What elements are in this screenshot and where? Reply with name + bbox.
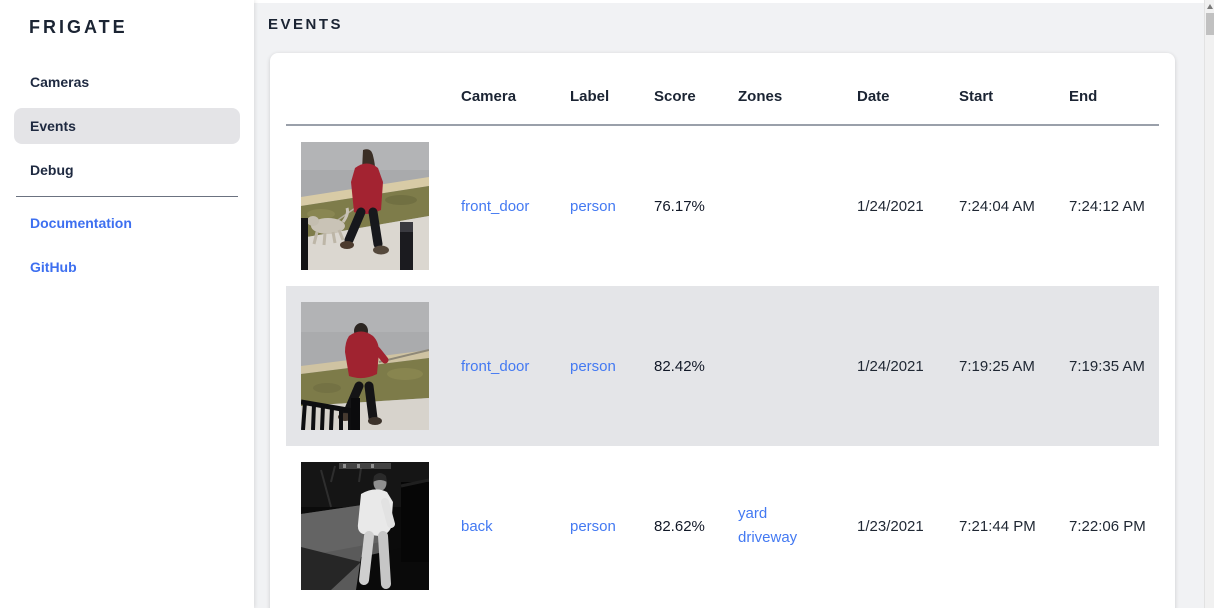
top-edge-strip <box>254 0 1204 3</box>
zones-cell: yard driveway <box>738 502 857 550</box>
sidebar-link-documentation[interactable]: Documentation <box>30 215 132 231</box>
column-header-camera: Camera <box>461 88 517 105</box>
table-row-selected[interactable]: front_door person 82.42% 1/24/2021 7:19:… <box>286 286 1159 446</box>
start-cell: 7:21:44 PM <box>959 517 1036 535</box>
start-cell: 7:19:25 AM <box>959 357 1035 375</box>
score-cell: 76.17% <box>654 197 705 215</box>
camera-cell: back <box>461 518 570 535</box>
column-header-end: End <box>1069 88 1098 105</box>
score-cell: 82.62% <box>654 517 705 535</box>
label-link[interactable]: person <box>570 517 616 535</box>
events-table-card: Camera Label Score Zones Date Start End <box>270 53 1175 608</box>
sidebar: FRIGATE Cameras Events Debug Documentati… <box>0 0 254 608</box>
end-cell: 7:19:35 AM <box>1069 357 1145 375</box>
camera-cell: front_door <box>461 358 570 375</box>
score-cell: 82.42% <box>654 357 705 375</box>
thumbnail-cell <box>286 142 461 270</box>
label-link[interactable]: person <box>570 357 616 375</box>
zone-link[interactable]: yard <box>738 505 768 522</box>
event-thumbnail-night-person-icon[interactable] <box>301 462 429 590</box>
zone-link[interactable]: driveway <box>738 529 798 546</box>
thumbnail-cell <box>286 302 461 430</box>
end-cell: 7:22:06 PM <box>1069 517 1146 535</box>
date-cell: 1/23/2021 <box>857 517 924 535</box>
event-thumbnail-person-leash-icon[interactable] <box>301 302 429 430</box>
camera-link[interactable]: back <box>461 517 493 535</box>
sidebar-item-debug[interactable]: Debug <box>30 162 74 178</box>
label-cell: person <box>570 198 654 215</box>
sidebar-nav: Cameras Events Debug <box>0 64 254 188</box>
column-header-start: Start <box>959 88 994 105</box>
table-row[interactable]: back person 82.62% yard driveway 1/23/20… <box>286 446 1159 606</box>
label-link[interactable]: person <box>570 197 616 215</box>
table-row[interactable]: front_door person 76.17% 1/24/2021 7:24:… <box>286 126 1159 286</box>
date-cell: 1/24/2021 <box>857 357 924 375</box>
sidebar-link-github[interactable]: GitHub <box>30 259 77 275</box>
label-cell: person <box>570 518 654 535</box>
start-cell: 7:24:04 AM <box>959 197 1035 215</box>
event-thumbnail-person-dog-icon[interactable] <box>301 142 429 270</box>
table-header-divider <box>286 124 1159 126</box>
column-header-score: Score <box>654 88 696 105</box>
sidebar-divider <box>16 196 238 197</box>
app-logo-title[interactable]: FRIGATE <box>29 17 128 37</box>
camera-link[interactable]: front_door <box>461 197 530 215</box>
page-title: EVENTS <box>268 16 344 33</box>
main-content: EVENTS Camera Label Score Zones Date Sta… <box>254 0 1204 608</box>
scrollbar-thumb[interactable] <box>1206 13 1214 35</box>
camera-link[interactable]: front_door <box>461 357 530 375</box>
thumbnail-cell <box>286 462 461 590</box>
sidebar-item-events[interactable]: Events <box>14 108 240 144</box>
date-cell: 1/24/2021 <box>857 197 924 215</box>
vertical-scrollbar[interactable] <box>1204 0 1214 608</box>
table-header-row: Camera Label Score Zones Date Start End <box>286 53 1159 124</box>
sidebar-item-cameras[interactable]: Cameras <box>30 74 90 90</box>
label-cell: person <box>570 358 654 375</box>
column-header-zones: Zones <box>738 88 783 105</box>
camera-cell: front_door <box>461 198 570 215</box>
scroll-up-icon[interactable] <box>1206 4 1213 9</box>
column-header-label: Label <box>570 88 610 105</box>
end-cell: 7:24:12 AM <box>1069 197 1145 215</box>
column-header-date: Date <box>857 88 890 105</box>
